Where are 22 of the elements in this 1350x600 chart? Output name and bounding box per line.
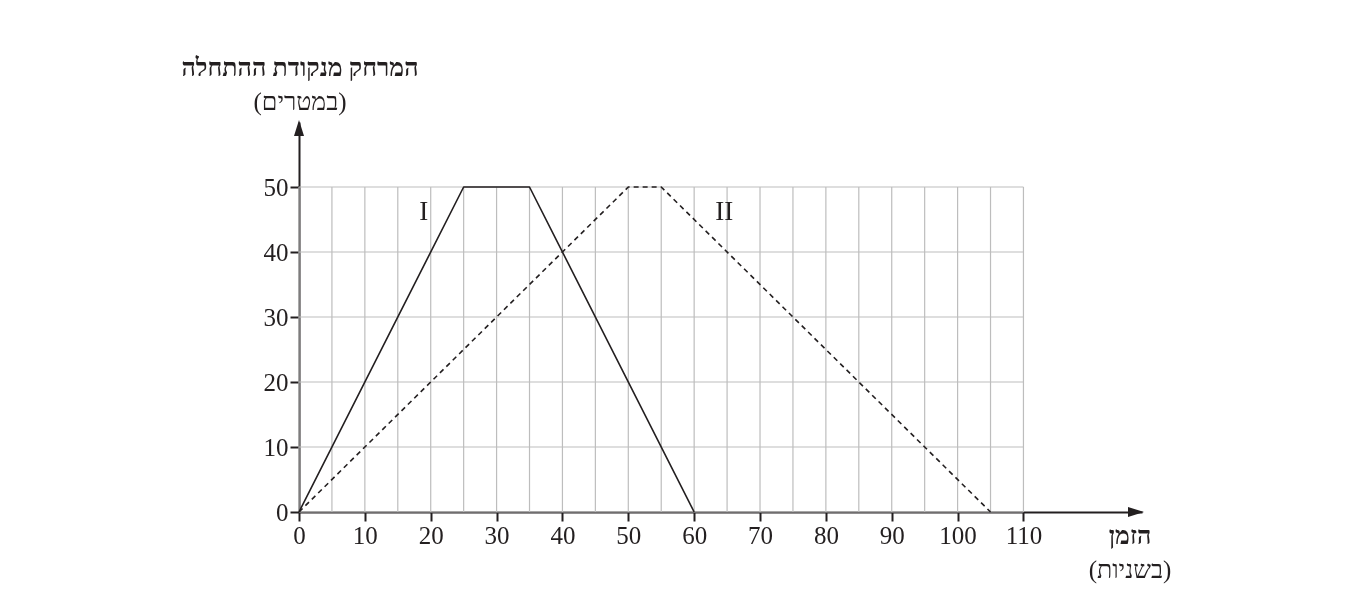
x-tick-label: 0 [293,521,306,549]
x-tick-label: 50 [616,521,642,549]
x-tick-label: 110 [1005,521,1043,549]
y-tick-label: 40 [263,238,289,266]
y-tick-label: 10 [263,433,289,461]
x-tick-label: 80 [813,521,839,549]
x-tick-label: 20 [418,521,444,549]
y-tick-label: 30 [263,303,289,331]
x-tick-label: 70 [748,521,774,549]
x-tick-label: 10 [352,521,378,549]
y-tick-label: 20 [263,368,289,396]
series-label: I [419,196,429,226]
y-axis-title: המרחק מנקודת ההתחלה (במטרים) [181,54,419,116]
y-tick-label: 50 [263,173,289,201]
x-tick-label: 100 [939,521,977,549]
x-axis-title: הזמן (בשניות) [1088,522,1172,584]
x-tick-label: 60 [682,521,708,549]
x-tick-label: 90 [879,521,905,549]
x-tick-label: 40 [550,521,576,549]
series-label: II [715,196,734,226]
y-tick-label: 0 [276,498,289,526]
x-tick-label: 30 [484,521,510,549]
